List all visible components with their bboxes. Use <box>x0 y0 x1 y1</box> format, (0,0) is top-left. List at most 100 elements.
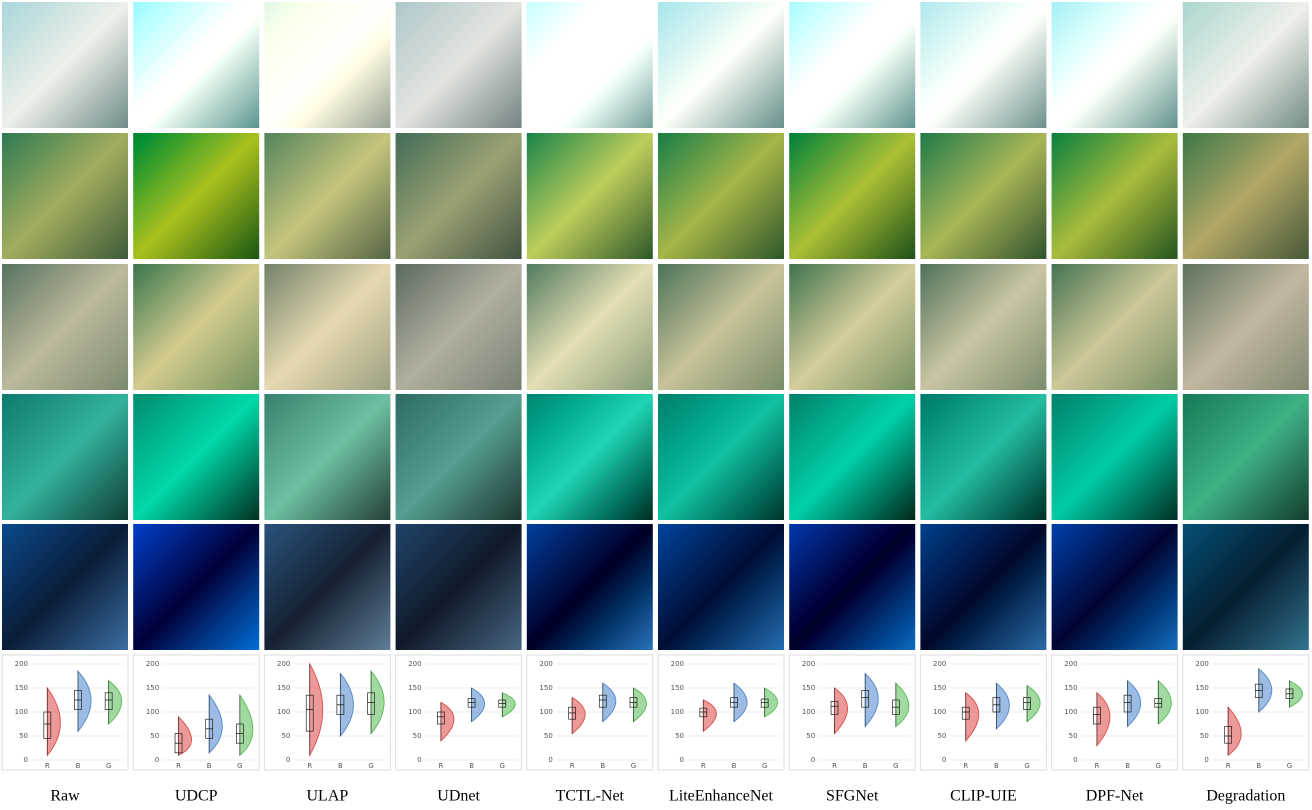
x-tick-label: R <box>307 762 312 770</box>
y-tick-label: 200 <box>539 660 552 668</box>
y-tick-label: 200 <box>671 660 684 668</box>
y-tick-label: 50 <box>544 732 553 740</box>
y-tick-label: 200 <box>1195 660 1208 668</box>
image-tile <box>1183 264 1309 390</box>
y-tick-label: 100 <box>146 708 159 716</box>
x-tick-label: R <box>963 762 968 770</box>
x-tick-label: G <box>1024 762 1029 770</box>
column-title: DPF-Net <box>1086 788 1144 805</box>
image-tile <box>133 133 259 259</box>
y-tick-label: 0 <box>286 756 290 764</box>
image-tile <box>789 133 915 259</box>
y-tick-label: 200 <box>408 660 421 668</box>
y-tick-label: 150 <box>1195 684 1208 692</box>
y-tick-label: 100 <box>539 708 552 716</box>
x-tick-label: G <box>1156 762 1161 770</box>
image-tile <box>658 264 784 390</box>
x-tick-label: B <box>600 762 605 770</box>
image-tile <box>1052 2 1178 128</box>
image-tile <box>2 133 128 259</box>
column-title: SFGNet <box>826 788 879 805</box>
y-tick-label: 150 <box>15 684 28 692</box>
image-tile <box>264 133 390 259</box>
y-tick-label: 50 <box>1200 732 1209 740</box>
y-tick-label: 200 <box>15 660 28 668</box>
image-tile <box>920 133 1046 259</box>
y-tick-label: 150 <box>933 684 946 692</box>
x-tick-label: R <box>176 762 181 770</box>
x-tick-label: B <box>338 762 343 770</box>
image-tile <box>789 524 915 650</box>
image-tile <box>1183 524 1309 650</box>
image-tile <box>658 133 784 259</box>
image-tile <box>264 2 390 128</box>
image-tile <box>789 394 915 520</box>
x-tick-label: B <box>732 762 737 770</box>
column-title: Raw <box>50 788 80 805</box>
y-tick-label: 0 <box>548 756 552 764</box>
y-tick-label: 100 <box>408 708 421 716</box>
image-tile <box>527 2 653 128</box>
image-tile <box>527 133 653 259</box>
y-tick-label: 200 <box>802 660 815 668</box>
image-tile <box>527 264 653 390</box>
image-tile <box>133 264 259 390</box>
y-tick-label: 0 <box>24 756 28 764</box>
image-tile <box>264 264 390 390</box>
image-tile <box>920 2 1046 128</box>
image-tile <box>396 264 522 390</box>
x-tick-label: B <box>76 762 81 770</box>
column-title: UDCP <box>175 788 218 805</box>
y-tick-label: 0 <box>1073 756 1077 764</box>
image-tile <box>133 2 259 128</box>
image-tile <box>133 394 259 520</box>
column-title: Degradation <box>1206 788 1285 805</box>
column-title: UDnet <box>437 788 480 805</box>
image-tile <box>2 264 128 390</box>
image-tile <box>1183 394 1309 520</box>
image-tile <box>789 264 915 390</box>
image-tile <box>1183 133 1309 259</box>
y-tick-label: 200 <box>1064 660 1077 668</box>
y-tick-label: 100 <box>933 708 946 716</box>
y-tick-label: 50 <box>1069 732 1078 740</box>
x-tick-label: R <box>1094 762 1099 770</box>
column-title: LiteEnhanceNet <box>669 788 774 805</box>
x-tick-label: B <box>1125 762 1130 770</box>
x-tick-label: R <box>45 762 50 770</box>
image-tile <box>658 2 784 128</box>
y-tick-label: 150 <box>671 684 684 692</box>
y-tick-label: 50 <box>281 732 290 740</box>
y-tick-label: 200 <box>146 660 159 668</box>
y-tick-label: 100 <box>15 708 28 716</box>
y-tick-label: 200 <box>933 660 946 668</box>
image-tile <box>264 524 390 650</box>
image-tile <box>527 394 653 520</box>
x-tick-label: G <box>631 762 636 770</box>
y-tick-label: 50 <box>675 732 684 740</box>
y-tick-label: 0 <box>942 756 946 764</box>
image-tile <box>658 524 784 650</box>
y-tick-label: 150 <box>1064 684 1077 692</box>
y-tick-label: 0 <box>1204 756 1208 764</box>
figure: 0 50 100 150 200 R B G Raw 0 50 100 150 200 R B G UDCP 0 50… <box>0 0 1312 810</box>
image-tile <box>658 394 784 520</box>
image-tile <box>1183 2 1309 128</box>
x-tick-label: R <box>701 762 706 770</box>
y-tick-label: 100 <box>277 708 290 716</box>
x-tick-label: G <box>1287 762 1292 770</box>
column-title: TCTL-Net <box>556 788 625 805</box>
y-tick-label: 150 <box>802 684 815 692</box>
image-tile <box>264 394 390 520</box>
x-tick-label: R <box>832 762 837 770</box>
x-tick-label: B <box>994 762 999 770</box>
y-tick-label: 100 <box>1064 708 1077 716</box>
y-tick-label: 100 <box>671 708 684 716</box>
y-tick-label: 50 <box>413 732 422 740</box>
column-title: ULAP <box>307 788 349 805</box>
image-tile <box>2 2 128 128</box>
x-tick-label: B <box>469 762 474 770</box>
y-tick-label: 0 <box>680 756 684 764</box>
y-tick-label: 50 <box>19 732 28 740</box>
x-tick-label: B <box>863 762 868 770</box>
